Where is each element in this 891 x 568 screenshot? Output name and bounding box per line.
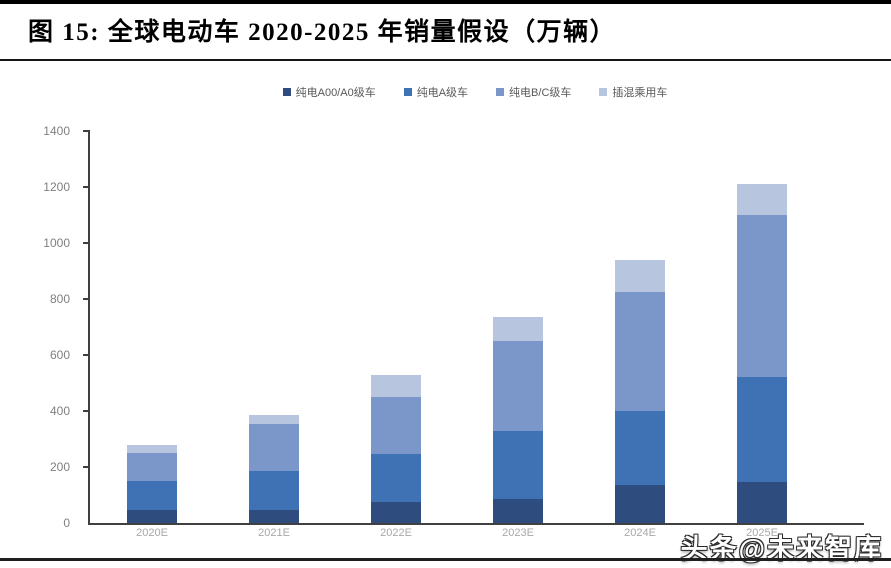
bar-segment [737, 215, 787, 378]
bar-segment [371, 397, 421, 455]
bar-segment [127, 481, 177, 511]
x-tick-label: 2021E [258, 527, 290, 539]
bar-segment [737, 377, 787, 483]
top-divider [0, 0, 891, 4]
bar-2021E [249, 415, 299, 523]
bar-2020E [127, 444, 177, 523]
y-tick-mark [83, 410, 90, 412]
y-tick-mark [83, 298, 90, 300]
legend-item: 纯电A00/A0级车 [282, 84, 376, 100]
chart-legend: 纯电A00/A0级车 纯电A级车 纯电B/C级车 插混乘用车 [88, 84, 862, 100]
legend-label: 纯电B/C级车 [509, 87, 572, 99]
legend-item: 纯电B/C级车 [496, 84, 571, 100]
bar-segment [615, 292, 665, 412]
figure-title: 图 15: 全球电动车 2020-2025 年销量假设（万辆） [28, 19, 617, 46]
y-tick-label: 0 [63, 516, 70, 530]
legend-item: 插混乘用车 [599, 84, 667, 100]
bottom-divider [0, 558, 891, 561]
bar-segment [127, 453, 177, 482]
bar-segment [615, 411, 665, 486]
bar-segment [249, 423, 299, 472]
legend-marker-icon [599, 88, 608, 96]
bar-segment [493, 317, 543, 342]
y-tick-label: 1200 [43, 180, 70, 194]
bar-segment [737, 482, 787, 523]
y-tick-mark [83, 186, 90, 188]
x-tick-label: 2025E [746, 527, 778, 539]
title-divider [0, 59, 891, 61]
x-tick-label: 2022E [380, 527, 412, 539]
y-tick-label: 200 [49, 460, 70, 474]
bar-segment [371, 374, 421, 398]
bar-segment [493, 430, 543, 500]
plot-area: 2020E 2021E 2022E 2023E 2024E 2025E [88, 131, 864, 539]
y-tick-mark [83, 466, 90, 468]
y-tick-label: 400 [49, 404, 70, 418]
y-tick-label: 600 [49, 348, 70, 362]
bar-segment [615, 259, 665, 293]
bar-segment [615, 485, 665, 523]
bar-segment [127, 510, 177, 523]
bar-segment [493, 499, 543, 523]
bar-2023E [493, 317, 543, 523]
y-tick-mark [83, 242, 90, 244]
legend-marker-icon [282, 88, 291, 96]
x-tick-label: 2024E [624, 527, 656, 539]
bar-segment [249, 415, 299, 424]
y-tick-label: 1400 [43, 124, 70, 138]
y-tick-mark [83, 130, 90, 132]
legend-label: 纯电A00/A0级车 [295, 87, 376, 99]
x-tick-label: 2023E [502, 527, 534, 539]
bar-2025E [737, 184, 787, 523]
legend-label: 纯电A级车 [416, 87, 469, 99]
legend-marker-icon [403, 88, 412, 96]
bar-segment [737, 184, 787, 216]
bar-2024E [615, 259, 665, 523]
bar-segment [371, 454, 421, 502]
legend-marker-icon [496, 88, 505, 96]
bar-segment [249, 510, 299, 523]
bar-segment [371, 502, 421, 523]
y-tick-label: 1000 [43, 236, 70, 250]
legend-label: 插混乘用车 [612, 87, 668, 99]
legend-item: 纯电A级车 [403, 84, 469, 100]
bar-2022E [371, 374, 421, 523]
x-tick-label: 2020E [136, 527, 168, 539]
bar-segment [127, 444, 177, 454]
y-tick-mark [83, 354, 90, 356]
bar-segment [493, 341, 543, 431]
y-tick-label: 800 [49, 292, 70, 306]
bar-segment [249, 471, 299, 511]
